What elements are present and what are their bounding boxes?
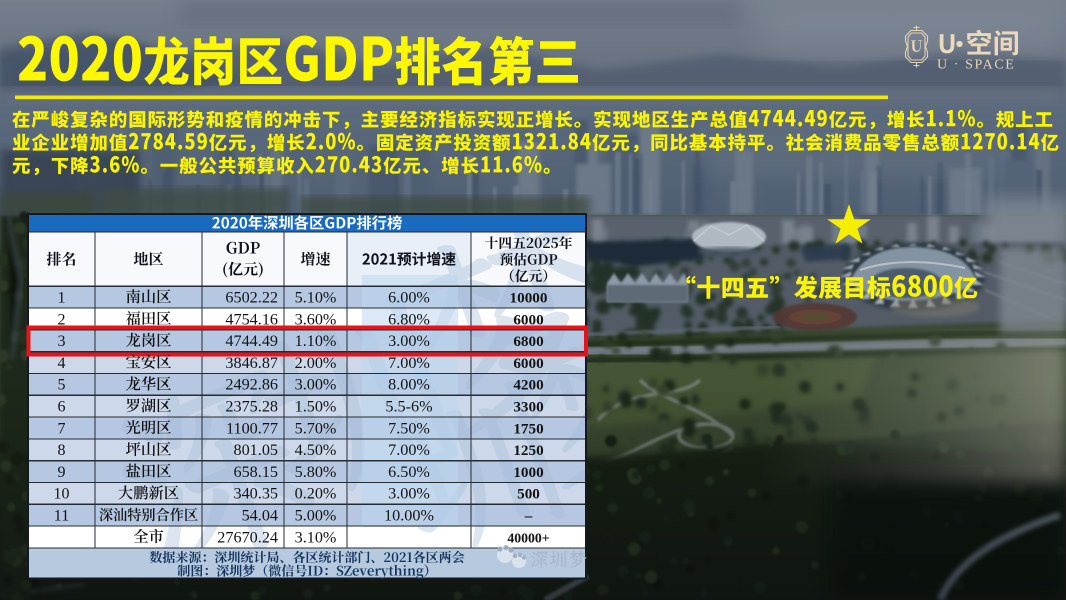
svg-text:3.10%: 3.10% [295, 528, 337, 546]
svg-text:6502.22: 6502.22 [225, 289, 278, 307]
svg-text:5.00%: 5.00% [295, 507, 337, 525]
svg-text:3.60%: 3.60% [295, 310, 337, 328]
svg-text:10000: 10000 [510, 290, 548, 307]
svg-text:6000: 6000 [513, 311, 544, 328]
svg-text:7.00%: 7.00% [388, 354, 430, 372]
svg-text:3300: 3300 [513, 399, 544, 416]
svg-text:8.00%: 8.00% [388, 376, 430, 394]
svg-text:4: 4 [58, 355, 66, 372]
svg-text:1.10%: 1.10% [295, 332, 337, 350]
svg-text:8: 8 [58, 442, 66, 459]
svg-text:7.50%: 7.50% [388, 419, 430, 437]
svg-text:7: 7 [58, 420, 66, 437]
svg-text:54.04: 54.04 [242, 507, 278, 525]
svg-text:2: 2 [58, 311, 66, 328]
svg-text:0.20%: 0.20% [295, 485, 337, 503]
svg-text:6000: 6000 [513, 355, 544, 372]
svg-text:10: 10 [54, 486, 70, 503]
svg-text:2492.86: 2492.86 [225, 376, 278, 394]
svg-text:3.00%: 3.00% [295, 376, 337, 394]
svg-text:4.50%: 4.50% [295, 441, 337, 459]
svg-text:11: 11 [54, 508, 69, 525]
svg-text:1250: 1250 [513, 442, 544, 459]
svg-text:1000: 1000 [513, 464, 544, 481]
svg-text:340.35: 340.35 [233, 485, 278, 503]
svg-text:5.5-6%: 5.5-6% [385, 398, 432, 416]
svg-text:10.00%: 10.00% [384, 507, 434, 525]
svg-text:6.50%: 6.50% [388, 463, 430, 481]
svg-text:500: 500 [517, 486, 540, 503]
svg-text:9: 9 [58, 464, 66, 481]
svg-text:6: 6 [58, 399, 66, 416]
svg-text:U · SPACE: U · SPACE [937, 58, 1015, 73]
svg-text:3846.87: 3846.87 [225, 354, 278, 372]
svg-text:5.70%: 5.70% [295, 419, 337, 437]
svg-text:1.50%: 1.50% [295, 398, 337, 416]
svg-text:4744.49: 4744.49 [225, 332, 278, 350]
svg-text:1100.77: 1100.77 [226, 419, 278, 437]
svg-text:6.00%: 6.00% [388, 289, 430, 307]
svg-text:658.15: 658.15 [233, 463, 278, 481]
svg-text:3.00%: 3.00% [388, 332, 430, 350]
svg-text:4200: 4200 [513, 377, 544, 394]
svg-text:801.05: 801.05 [233, 441, 278, 459]
svg-text:5.10%: 5.10% [295, 289, 337, 307]
svg-text:6.80%: 6.80% [388, 310, 430, 328]
svg-text:40000+: 40000+ [507, 530, 549, 545]
svg-text:3.00%: 3.00% [388, 485, 430, 503]
svg-text:7.00%: 7.00% [388, 441, 430, 459]
svg-text:–: – [524, 508, 533, 525]
svg-text:5.80%: 5.80% [295, 463, 337, 481]
svg-text:5: 5 [58, 377, 66, 394]
svg-text:3: 3 [58, 333, 66, 350]
svg-text:2.00%: 2.00% [295, 354, 337, 372]
svg-text:4754.16: 4754.16 [225, 310, 278, 328]
svg-text:1: 1 [58, 290, 66, 307]
svg-text:2375.28: 2375.28 [225, 398, 278, 416]
svg-text:6800: 6800 [513, 333, 544, 350]
svg-text:27670.24: 27670.24 [217, 528, 278, 546]
svg-text:1750: 1750 [513, 420, 544, 437]
